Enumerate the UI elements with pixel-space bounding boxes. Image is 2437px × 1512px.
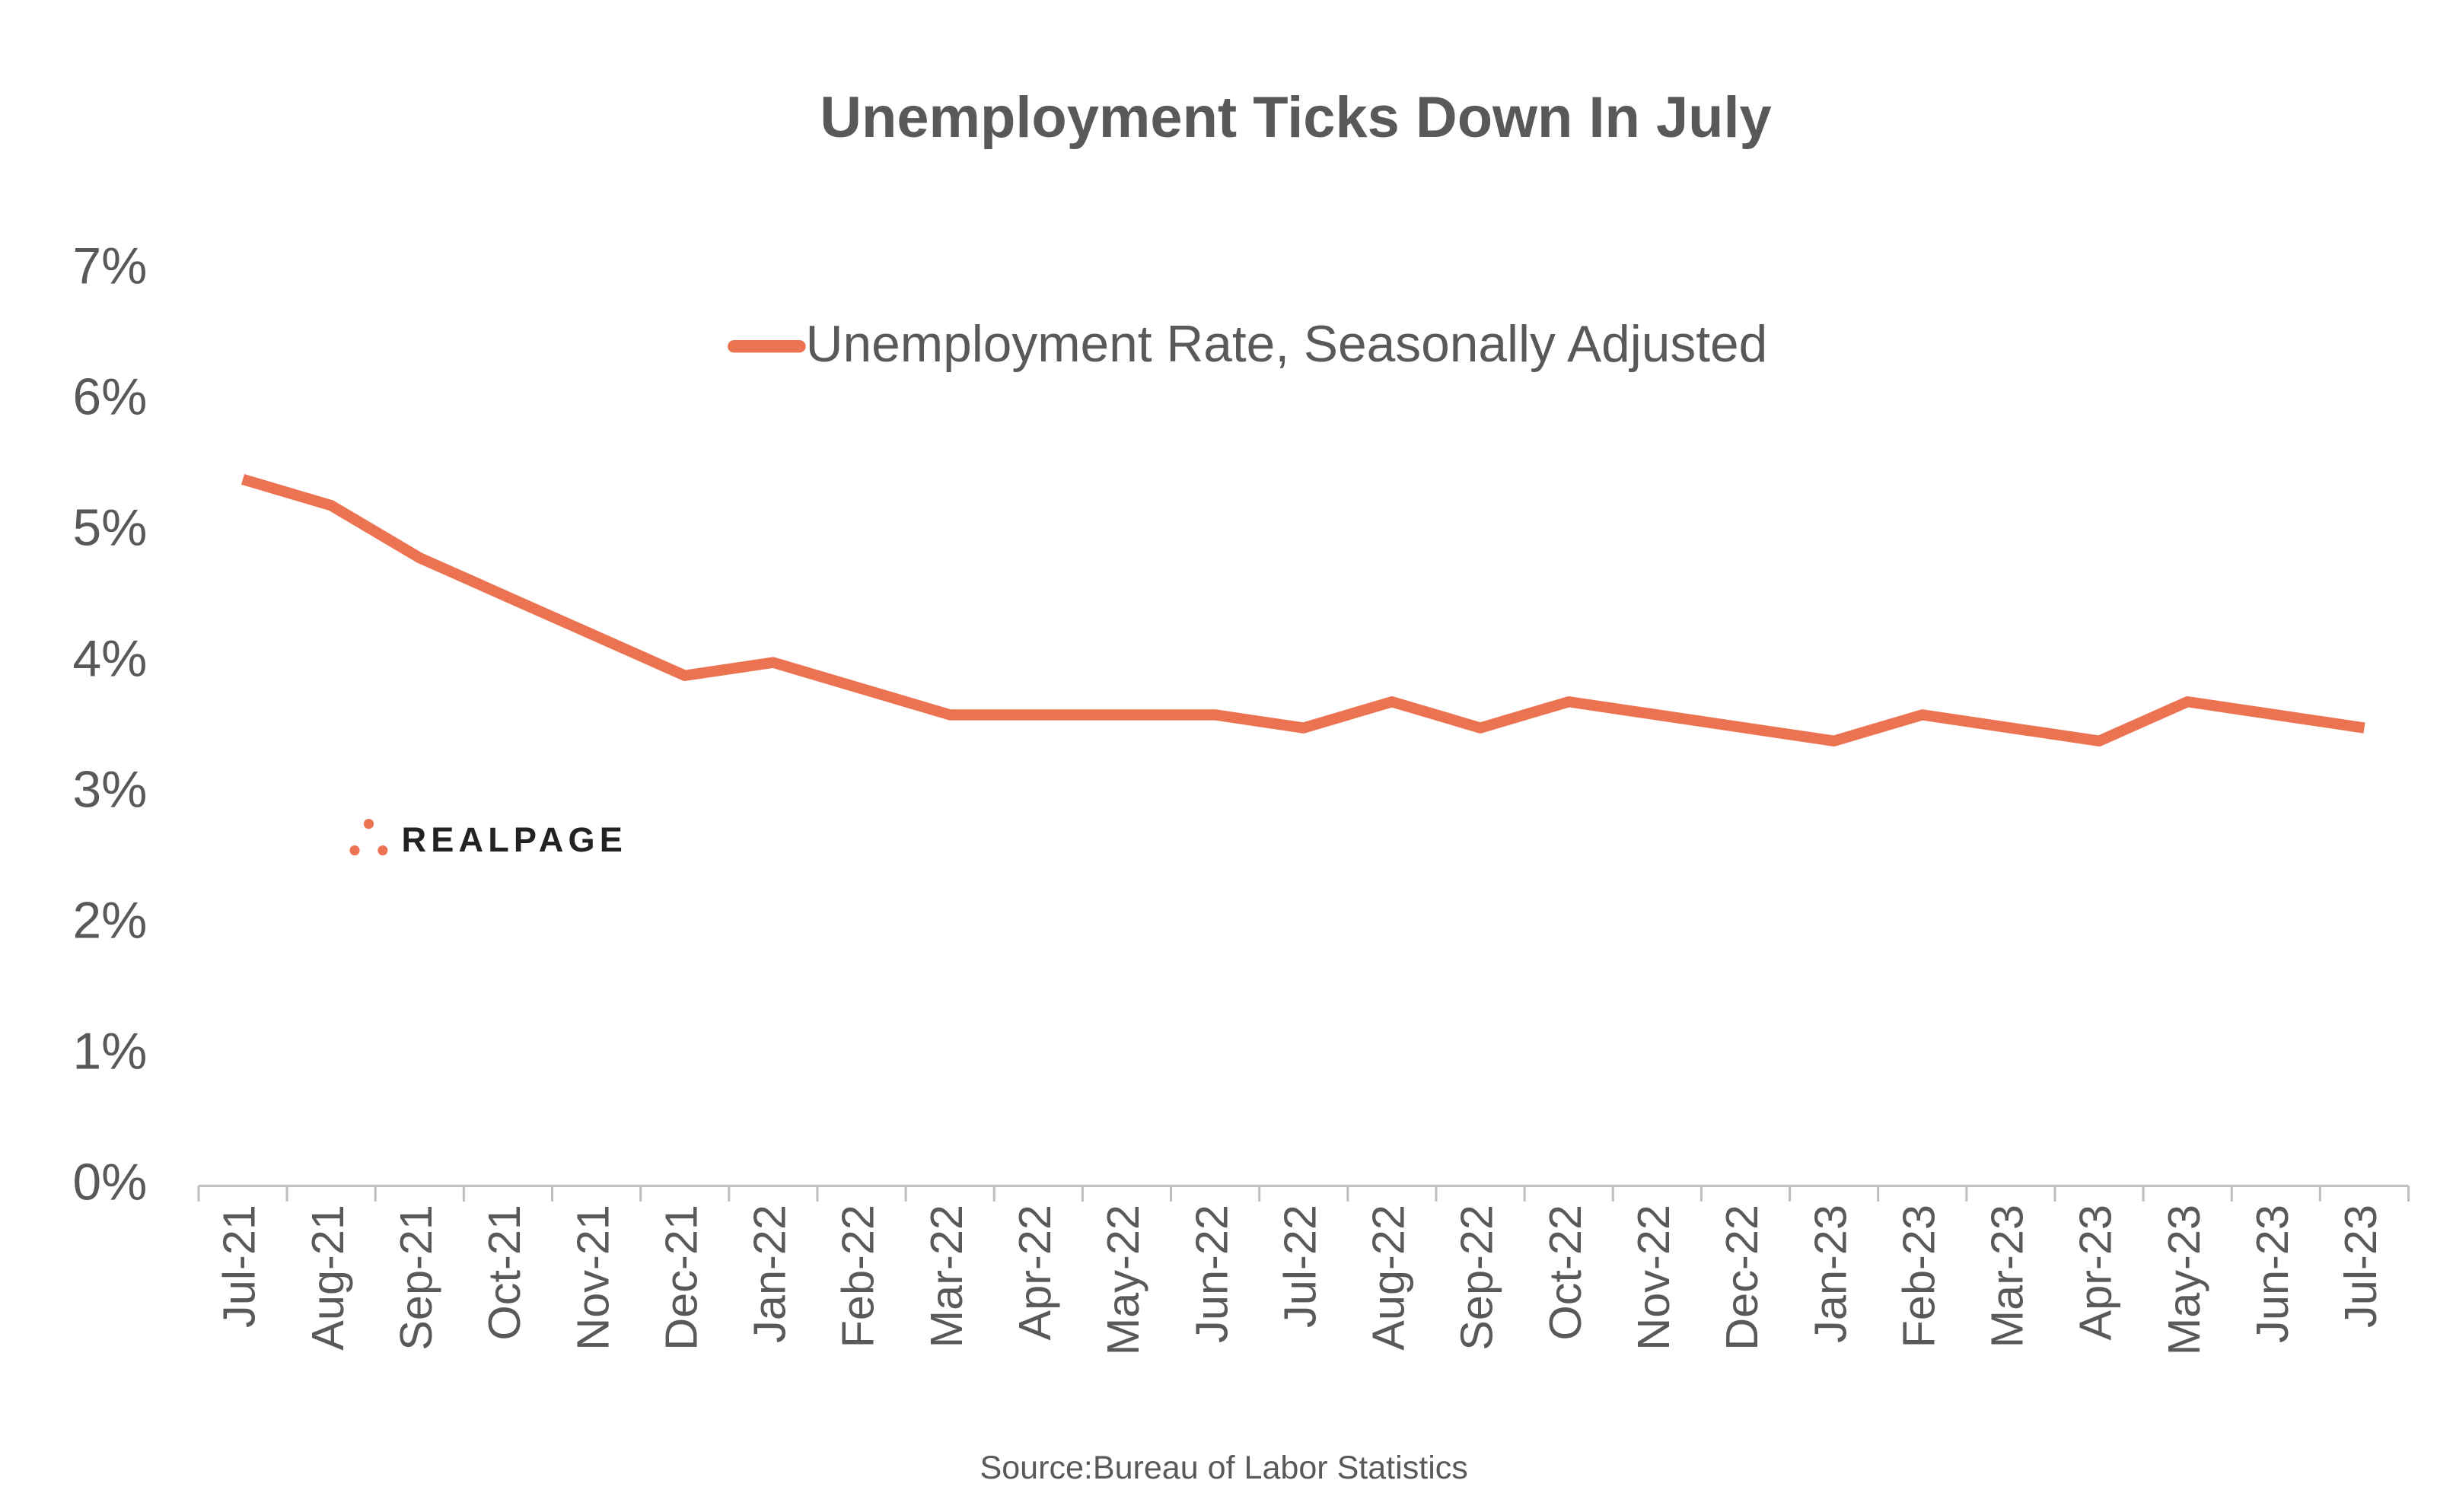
x-tick-label: Jun-23 (2247, 1205, 2298, 1343)
logo: REALPAGE (349, 819, 628, 859)
logo-dot (377, 845, 388, 856)
legend-label: Unemployment Rate, Seasonally Adjusted (806, 316, 1768, 373)
x-tick-label: Mar-22 (921, 1205, 972, 1348)
logo-dot (349, 845, 360, 856)
x-tick-label: Nov-21 (567, 1205, 618, 1351)
x-tick-label: Apr-23 (2070, 1205, 2121, 1340)
y-tick-label: 1% (72, 1023, 147, 1080)
y-tick-label: 2% (72, 892, 147, 949)
logo-text: REALPAGE (402, 820, 628, 859)
x-tick-label: Sep-21 (390, 1205, 441, 1351)
x-tick-label: Dec-21 (655, 1205, 706, 1351)
x-tick-label: Nov-22 (1628, 1205, 1679, 1351)
x-tick-label: Dec-22 (1716, 1205, 1767, 1351)
y-tick-label: 0% (72, 1154, 147, 1211)
logo-dot (363, 819, 374, 829)
x-tick-label: Jun-22 (1186, 1205, 1237, 1343)
y-tick-label: 3% (72, 761, 147, 818)
x-tick-label: Sep-22 (1451, 1205, 1502, 1351)
x-tick-label: Apr-22 (1009, 1205, 1060, 1340)
x-tick-label: Jan-22 (744, 1205, 795, 1343)
chart-title: Unemployment Ticks Down In July (820, 85, 1772, 150)
x-tick-label: Jul-22 (1274, 1205, 1325, 1328)
x-tick-label: May-23 (2158, 1205, 2209, 1355)
x-tick-label: Jul-23 (2335, 1205, 2386, 1328)
x-tick-label: Mar-23 (1982, 1205, 2033, 1348)
x-tick-label: Aug-22 (1363, 1205, 1414, 1351)
x-tick-label: Oct-22 (1540, 1205, 1591, 1340)
y-tick-label: 5% (72, 500, 147, 557)
x-tick-label: Aug-21 (302, 1205, 353, 1351)
x-tick-label: Jan-23 (1805, 1205, 1856, 1343)
source-note: Source:Bureau of Labor Statistics (980, 1450, 1468, 1486)
y-tick-label: 7% (72, 238, 147, 295)
x-tick-label: May-22 (1097, 1205, 1148, 1355)
x-tick-label: Jul-21 (214, 1205, 265, 1328)
x-tick-label: Oct-21 (479, 1205, 530, 1340)
line-series (241, 473, 2365, 746)
x-tick-label: Feb-22 (833, 1205, 884, 1348)
y-tick-label: 4% (72, 630, 147, 687)
x-tick-label: Feb-23 (1893, 1205, 1944, 1348)
y-tick-label: 6% (72, 369, 147, 426)
